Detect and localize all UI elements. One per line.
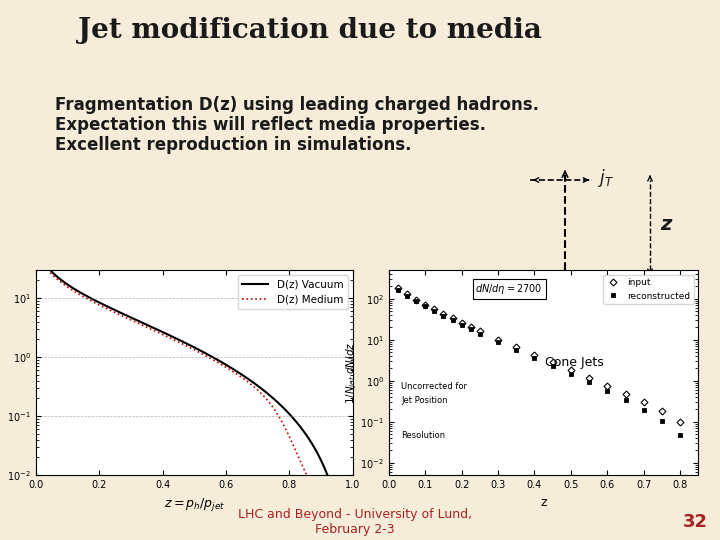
reconstructed	[494, 339, 503, 346]
D(z) Medium	[172, 338, 181, 345]
reconstructed	[567, 371, 575, 377]
reconstructed	[530, 355, 539, 361]
input	[449, 315, 457, 322]
input	[412, 296, 420, 303]
Y-axis label: D(z): D(z)	[0, 360, 1, 386]
Text: $dN/d\eta = 2700$: $dN/d\eta = 2700$	[475, 282, 543, 296]
Legend: input, reconstructed: input, reconstructed	[603, 274, 694, 304]
reconstructed	[412, 298, 420, 305]
Text: Jet Position: Jet Position	[401, 396, 448, 406]
Line: D(z) Vacuum: D(z) Vacuum	[37, 247, 353, 540]
Text: LHC and Beyond - University of Lund,
February 2-3: LHC and Beyond - University of Lund, Feb…	[238, 508, 472, 536]
input	[457, 320, 466, 327]
D(z) Medium	[66, 285, 74, 292]
D(z) Medium	[250, 383, 258, 390]
input	[676, 418, 685, 425]
reconstructed	[549, 362, 557, 369]
Line: input: input	[395, 286, 683, 424]
Text: Jet modification due to media: Jet modification due to media	[78, 17, 542, 44]
Text: Expectation this will reflect media properties.: Expectation this will reflect media prop…	[55, 116, 486, 134]
Text: Resolution: Resolution	[401, 431, 445, 440]
input	[549, 359, 557, 366]
D(z) Vacuum	[279, 404, 288, 411]
Line: reconstructed: reconstructed	[396, 288, 683, 437]
reconstructed	[585, 379, 593, 385]
reconstructed	[621, 396, 630, 403]
reconstructed	[657, 418, 666, 424]
reconstructed	[467, 326, 475, 333]
reconstructed	[512, 347, 521, 353]
D(z) Medium	[161, 333, 169, 339]
Y-axis label: $1/N_{jet}\;dN/dz$: $1/N_{jet}\;dN/dz$	[344, 341, 359, 404]
reconstructed	[439, 313, 448, 319]
input	[639, 399, 648, 406]
D(z) Vacuum	[66, 283, 74, 289]
input	[585, 374, 593, 381]
D(z) Vacuum	[161, 330, 169, 336]
X-axis label: z: z	[540, 496, 547, 509]
Line: D(z) Medium: D(z) Medium	[37, 249, 353, 540]
input	[512, 344, 521, 350]
Text: z: z	[660, 215, 671, 234]
reconstructed	[457, 322, 466, 328]
reconstructed	[449, 317, 457, 323]
D(z) Vacuum	[172, 335, 181, 342]
Text: Uncorrected for: Uncorrected for	[401, 382, 467, 391]
reconstructed	[421, 303, 430, 309]
input	[402, 291, 411, 297]
input	[621, 390, 630, 397]
D(z) Vacuum	[284, 410, 293, 417]
D(z) Medium	[279, 421, 288, 428]
input	[494, 336, 503, 343]
input	[467, 324, 475, 330]
X-axis label: $z=p_h/p_{jet}$: $z=p_h/p_{jet}$	[163, 496, 225, 512]
input	[657, 408, 666, 415]
Legend: D(z) Vacuum, D(z) Medium: D(z) Vacuum, D(z) Medium	[238, 275, 348, 309]
reconstructed	[475, 330, 484, 337]
Text: Excellent reproduction in simulations.: Excellent reproduction in simulations.	[55, 136, 412, 154]
reconstructed	[639, 407, 648, 413]
Text: $j_T$: $j_T$	[598, 167, 614, 189]
Text: 32: 32	[683, 513, 708, 531]
D(z) Medium	[33, 246, 42, 253]
input	[475, 328, 484, 335]
D(z) Vacuum	[250, 380, 258, 386]
reconstructed	[430, 308, 438, 314]
Text: Cone Jets: Cone Jets	[545, 356, 604, 369]
input	[603, 383, 612, 389]
input	[530, 352, 539, 359]
input	[421, 301, 430, 308]
input	[439, 311, 448, 318]
reconstructed	[394, 287, 402, 294]
input	[430, 306, 438, 313]
D(z) Vacuum	[33, 244, 42, 251]
reconstructed	[603, 388, 612, 394]
input	[394, 285, 402, 292]
input	[567, 367, 575, 374]
D(z) Medium	[284, 433, 293, 440]
Text: Fragmentation D(z) using leading charged hadrons.: Fragmentation D(z) using leading charged…	[55, 96, 539, 114]
reconstructed	[676, 431, 685, 438]
reconstructed	[402, 293, 411, 299]
